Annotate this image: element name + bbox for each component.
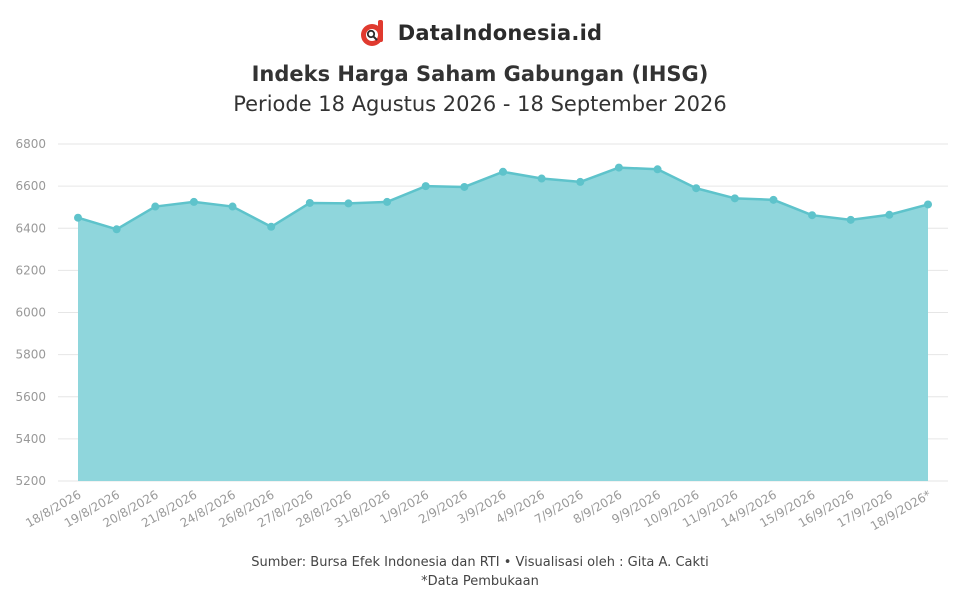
dataindonesia-logo-icon bbox=[360, 20, 383, 46]
data-point bbox=[576, 177, 585, 186]
data-point bbox=[730, 194, 739, 203]
brand-header: DataIndonesia.id bbox=[0, 18, 960, 48]
brand-name: DataIndonesia.id bbox=[397, 21, 603, 45]
chart-title: Indeks Harga Saham Gabungan (IHSG) bbox=[251, 62, 709, 86]
data-point bbox=[421, 182, 430, 191]
area-series bbox=[77, 166, 929, 481]
data-point bbox=[383, 197, 392, 206]
y-axis-ticks: 5200 5400 5600 5800 6000 6200 6400 6600 6800 bbox=[15, 137, 46, 488]
y-tick-label: 6600 bbox=[15, 179, 46, 193]
data-point bbox=[653, 165, 662, 174]
data-point bbox=[460, 182, 469, 191]
y-tick-label: 6000 bbox=[15, 306, 46, 320]
data-points bbox=[74, 163, 932, 234]
data-point bbox=[74, 213, 82, 222]
y-tick-label: 5200 bbox=[15, 474, 46, 488]
y-tick-label: 5800 bbox=[15, 348, 46, 362]
data-point bbox=[885, 210, 894, 219]
data-point bbox=[769, 195, 778, 204]
data-point bbox=[499, 167, 507, 176]
x-axis-ticks: 18/8/202619/8/202620/8/202621/8/202624/8… bbox=[23, 487, 933, 533]
data-point bbox=[112, 225, 121, 234]
data-point bbox=[924, 200, 932, 209]
y-tick-label: 5400 bbox=[15, 432, 46, 446]
data-point bbox=[305, 198, 314, 207]
data-point bbox=[344, 199, 353, 208]
data-point bbox=[692, 184, 701, 193]
y-tick-label: 6200 bbox=[15, 263, 46, 277]
y-tick-label: 5600 bbox=[15, 390, 46, 404]
data-point bbox=[189, 197, 198, 206]
data-point bbox=[808, 211, 817, 220]
footnote: *Data Pembukaan bbox=[421, 574, 539, 589]
data-point bbox=[537, 174, 546, 183]
data-point bbox=[228, 202, 237, 211]
chart-subtitle: Periode 18 Agustus 2026 - 18 September 2… bbox=[233, 92, 727, 116]
area-fill bbox=[78, 167, 928, 481]
data-point bbox=[267, 222, 276, 231]
y-tick-label: 6800 bbox=[15, 137, 46, 151]
data-point bbox=[846, 215, 855, 224]
y-tick-label: 6400 bbox=[15, 221, 46, 235]
data-point bbox=[151, 202, 160, 211]
source-credit: Sumber: Bursa Efek Indonesia dan RTI • V… bbox=[251, 555, 709, 570]
data-point bbox=[614, 163, 623, 172]
